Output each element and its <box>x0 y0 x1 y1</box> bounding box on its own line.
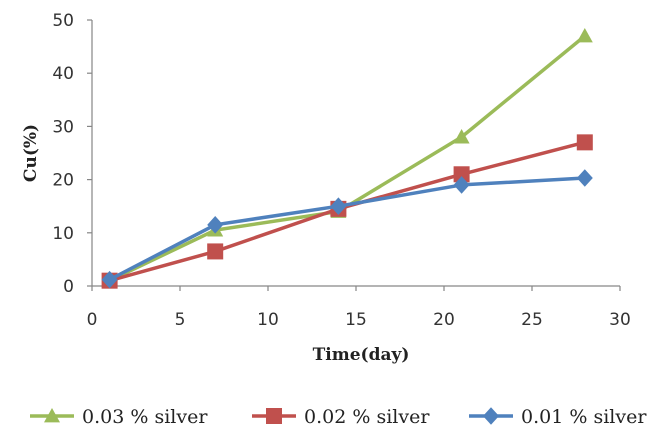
axes <box>87 19 621 291</box>
plot-area <box>101 27 593 289</box>
legend-item-2: 0.02 % silver <box>252 406 430 428</box>
data-point <box>453 166 470 183</box>
y-tick-label: 20 <box>52 171 74 191</box>
data-point <box>207 243 224 260</box>
data-point <box>576 27 593 43</box>
series-3 <box>101 169 593 289</box>
legend-item-1: 0.03 % silver <box>30 406 208 428</box>
data-point <box>453 176 470 194</box>
x-tick-label: 15 <box>345 310 367 330</box>
y-tick-label: 10 <box>52 224 74 244</box>
x-tick-label: 20 <box>433 310 455 330</box>
x-tick-label: 25 <box>521 310 543 330</box>
x-axis-label: Time(day) <box>313 345 410 365</box>
data-point <box>330 197 347 215</box>
legend-label: 0.01 % silver <box>521 406 647 428</box>
legend-label: 0.03 % silver <box>82 406 208 428</box>
y-tick-label: 30 <box>52 117 74 137</box>
x-tick-label: 0 <box>87 310 98 330</box>
legend-marker <box>483 407 499 425</box>
x-tick-label: 30 <box>609 310 631 330</box>
legend-item-3: 0.01 % silver <box>469 406 647 428</box>
data-point <box>453 129 470 144</box>
legend-label: 0.02 % silver <box>304 406 430 428</box>
y-tick-label: 40 <box>52 64 74 84</box>
x-tick-label: 5 <box>175 310 186 330</box>
series-line <box>109 140 586 283</box>
y-axis-label: Cu(%) <box>21 124 41 182</box>
tick-labels: 0 10 20 30 40 50 0 5 10 15 20 25 30 <box>52 11 630 330</box>
data-point <box>576 134 593 151</box>
series-2 <box>101 134 593 289</box>
y-tick-label: 50 <box>52 11 74 31</box>
x-tick-label: 10 <box>257 310 279 330</box>
data-point <box>576 169 593 187</box>
data-point <box>207 216 224 234</box>
data-point <box>101 270 118 289</box>
series-1 <box>101 27 593 288</box>
y-tick-label: 0 <box>63 277 74 297</box>
legend-marker <box>44 408 60 423</box>
legend: 0.03 % silver 0.02 % silver 0.01 % silver <box>30 406 647 428</box>
legend-marker <box>266 408 282 424</box>
series-line <box>108 176 585 282</box>
